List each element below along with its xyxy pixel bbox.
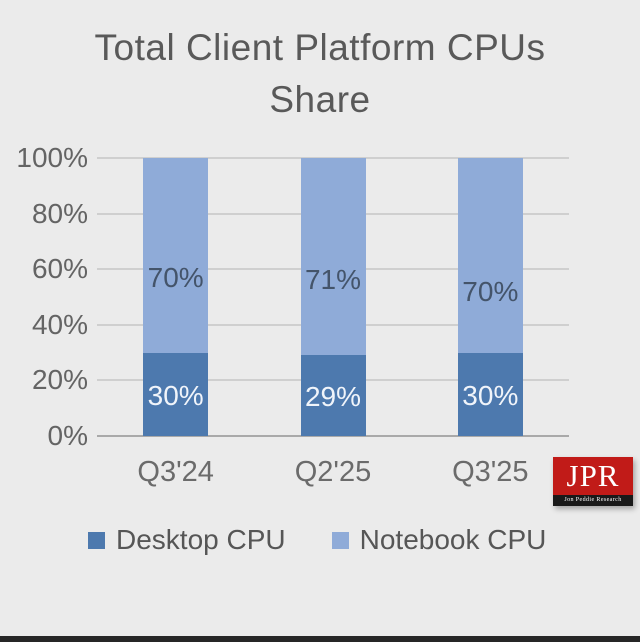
gridline-0: [97, 435, 569, 437]
legend-item-desktop-cpu: Desktop CPU: [88, 524, 286, 556]
y-tick-label-100: 100%: [16, 142, 88, 173]
bar-segment-desktop-cpu-q3-25: 30%: [457, 352, 523, 436]
bar-segment-desktop-cpu-q2-25: 29%: [300, 355, 366, 436]
legend-swatch-desktop-cpu: [88, 531, 105, 549]
jpr-logo-subtext: Jon Peddie Research: [553, 495, 633, 506]
y-tick-label-40: 40%: [31, 308, 88, 340]
jpr-logo: JPR Jon Peddie Research: [553, 457, 633, 506]
jpr-logo-text: JPR: [566, 457, 620, 493]
bar-value-label-notebook-cpu-q3-24: 70%: [147, 261, 204, 293]
legend-swatch-notebook-cpu: [331, 531, 349, 549]
gridline-100: [97, 157, 569, 159]
bar-value-label-desktop-cpu-q3-24: 30%: [147, 379, 204, 411]
bar-value-label-desktop-cpu-q2-25: 29%: [304, 381, 362, 413]
bar-segment-notebook-cpu-q2-25: 71%: [300, 158, 366, 356]
y-tick-label-20: 20%: [31, 364, 88, 396]
chart-title-line1: Total Client Platform CPUs: [94, 27, 546, 68]
legend-label-notebook-cpu: Notebook CPU: [359, 524, 547, 555]
bar-value-label-desktop-cpu-q3-25: 30%: [462, 379, 519, 411]
bar-segment-desktop-cpu-q3-24: 30%: [143, 352, 209, 436]
x-axis-label-q3-25: Q3'25: [452, 456, 529, 488]
bar-value-label-notebook-cpu-q3-25: 70%: [462, 276, 519, 308]
bottom-bar: [0, 636, 640, 642]
plot-area: 30% 70% 29% 71% 30% 70%: [97, 157, 569, 437]
y-tick-label-60: 60%: [31, 253, 88, 285]
chart-title-line2: Share: [269, 79, 371, 120]
bar-value-label-notebook-cpu-q2-25: 71%: [304, 264, 362, 296]
x-axis-label-q2-25: Q2'25: [294, 456, 372, 488]
legend-label-desktop-cpu: Desktop CPU: [116, 524, 286, 555]
x-axis-label-q3-24: Q3'24: [137, 456, 214, 488]
y-tick-label-80: 80%: [31, 197, 88, 229]
bar-segment-notebook-cpu-q3-25: 70%: [457, 158, 523, 353]
y-tick-label-0: 0%: [47, 420, 88, 451]
bar-segment-notebook-cpu-q3-24: 70%: [143, 158, 209, 353]
jpr-logo-red-box: JPR: [553, 457, 633, 495]
chart-legend: Desktop CPU Notebook CPU: [88, 524, 546, 556]
legend-item-notebook-cpu: Notebook CPU: [331, 524, 547, 556]
chart-title: Total Client Platform CPUs Share: [0, 22, 640, 126]
